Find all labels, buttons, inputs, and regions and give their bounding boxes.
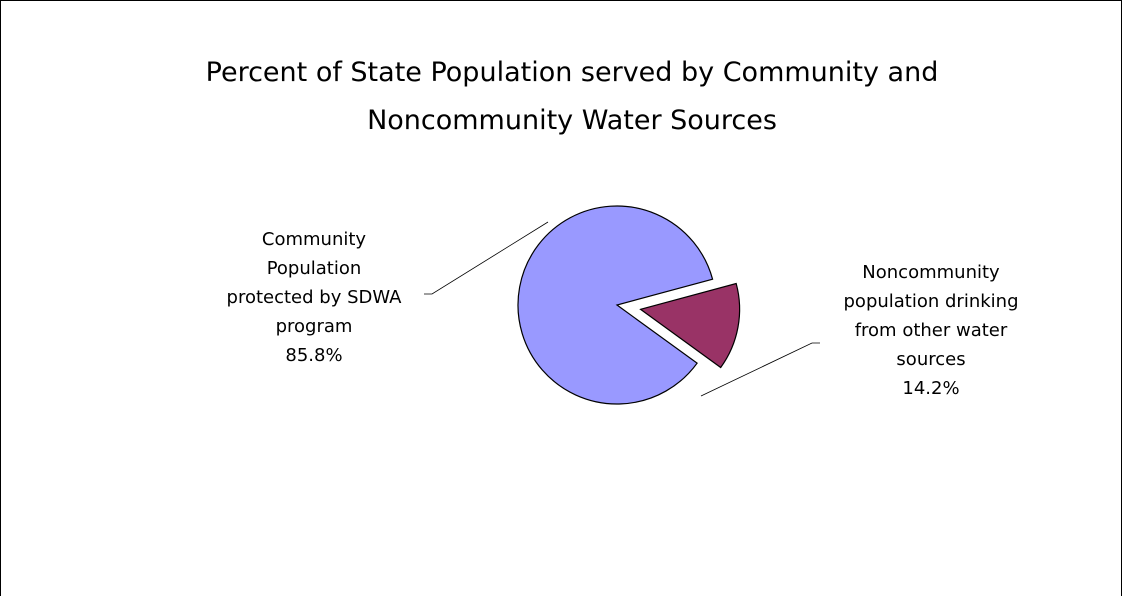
- slice-label-noncommunity-line-1: Noncommunity: [862, 262, 1000, 283]
- slice-label-noncommunity-line-4: sources: [896, 349, 965, 370]
- slice-label-noncommunity-line-3: from other water: [855, 320, 1008, 341]
- chart-title-line-1: Percent of State Population served by Co…: [206, 57, 939, 88]
- slice-label-community-line-3: protected by SDWA: [227, 287, 403, 308]
- slice-label-community-line-2: Population: [267, 258, 362, 279]
- slice-value-noncommunity: 14.2%: [902, 378, 959, 399]
- slice-label-noncommunity-line-2: population drinking: [844, 291, 1019, 312]
- chart-title-line-2: Noncommunity Water Sources: [367, 105, 777, 136]
- slice-value-community: 85.8%: [285, 345, 342, 366]
- slice-label-community-line-1: Community: [262, 229, 367, 250]
- slice-label-community-line-4: program: [276, 316, 353, 337]
